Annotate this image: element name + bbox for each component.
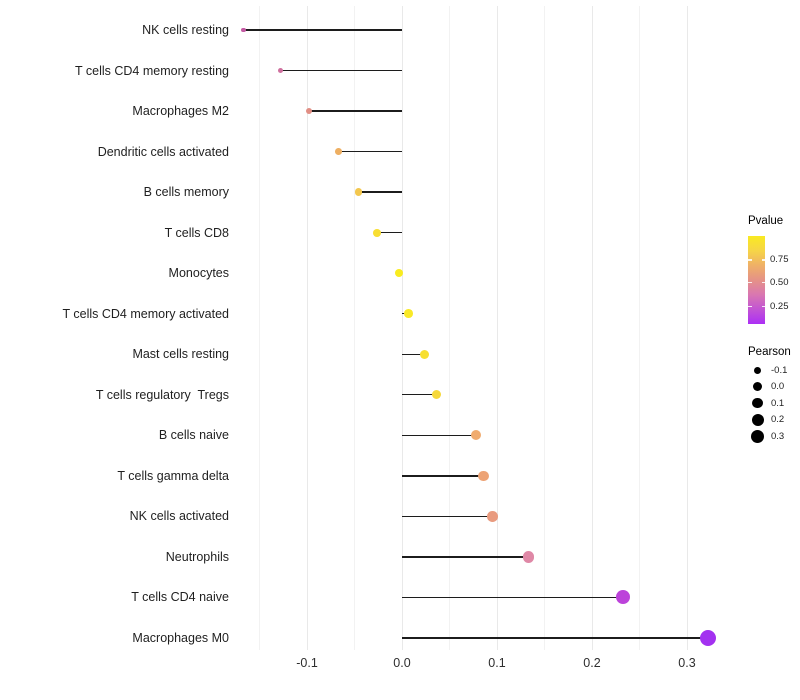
pearson-legend-dot <box>754 366 761 374</box>
minor-gridline <box>449 6 450 650</box>
lollipop-dot <box>431 390 441 400</box>
lollipop-dot <box>241 27 246 33</box>
pearson-legend-label: 0.0 <box>771 381 785 393</box>
lollipop-stick <box>377 231 402 234</box>
lollipop-stick <box>358 191 402 193</box>
lollipop-stick <box>280 69 402 72</box>
lollipop-stick <box>402 596 624 599</box>
pearson-legend-dot <box>753 382 762 392</box>
lollipop-stick <box>402 556 529 558</box>
lollipop-dot <box>334 148 342 155</box>
lollipop-dot <box>277 67 284 74</box>
y-axis-label: Macrophages M0 <box>132 630 229 645</box>
x-tick-label: 0.0 <box>393 656 411 670</box>
lollipop-stick <box>402 637 708 639</box>
lollipop-dot <box>354 188 362 196</box>
y-axis-label: B cells naive <box>158 428 229 443</box>
lollipop-dot <box>478 470 489 482</box>
minor-gridline <box>639 6 640 650</box>
major-gridline <box>591 6 593 650</box>
lollipop-dot <box>616 590 631 605</box>
pvalue-tick-label: 0.75 <box>770 254 789 266</box>
x-tick-label: -0.1 <box>296 656 318 670</box>
y-axis-label: T cells regulatory Tregs <box>95 387 229 402</box>
pvalue-tick-label: 0.25 <box>770 300 789 312</box>
pearson-legend-label: 0.1 <box>771 397 785 409</box>
minor-gridline <box>354 6 355 650</box>
pearson-legend-title: Pearson <box>748 346 791 358</box>
pvalue-gradient-tick <box>748 258 752 261</box>
y-axis-label: Macrophages M2 <box>132 104 229 119</box>
pearson-legend-dot <box>751 413 764 426</box>
major-gridline <box>496 6 498 650</box>
y-axis-label: T cells CD8 <box>164 225 229 240</box>
y-axis-label: Monocytes <box>168 266 229 281</box>
y-axis-label: Dendritic cells activated <box>97 144 229 159</box>
minor-gridline <box>259 6 260 650</box>
lollipop-stick <box>402 353 425 355</box>
lollipop-stick <box>402 515 493 518</box>
lollipop-dot <box>522 551 535 563</box>
lollipop-stick <box>338 150 402 153</box>
pearson-legend-dot <box>752 397 763 409</box>
lollipop-dot <box>394 269 404 278</box>
pearson-legend-label: -0.1 <box>771 364 788 376</box>
lollipop-stick <box>402 434 477 437</box>
major-gridline <box>686 6 688 650</box>
y-axis-label: T cells CD4 memory resting <box>75 63 229 78</box>
pvalue-tick-label: 0.50 <box>770 277 789 289</box>
lollipop-dot <box>373 228 382 237</box>
y-axis-label: Neutrophils <box>165 549 229 564</box>
lollipop-stick <box>243 29 402 31</box>
y-axis-label: T cells CD4 naive <box>131 590 229 605</box>
lollipop-dot <box>486 511 498 522</box>
lollipop-dot <box>305 108 312 115</box>
pvalue-gradient-tick <box>761 281 765 284</box>
lollipop-stick <box>308 110 402 112</box>
x-tick-label: 0.3 <box>678 656 696 670</box>
y-axis-label: NK cells activated <box>129 509 229 524</box>
y-axis-label: NK cells resting <box>142 23 229 37</box>
pvalue-gradient-tick <box>748 281 752 284</box>
major-gridline <box>401 6 403 650</box>
y-axis-label: T cells gamma delta <box>117 468 229 483</box>
lollipop-dot <box>404 309 413 318</box>
minor-gridline <box>544 6 545 650</box>
pvalue-gradient-tick <box>761 258 765 261</box>
pearson-legend-dot <box>750 429 765 444</box>
pvalue-gradient-tick <box>761 305 765 308</box>
major-gridline <box>306 6 308 650</box>
lollipop-stick <box>402 475 484 477</box>
pvalue-legend-title: Pvalue <box>748 215 784 227</box>
x-tick-label: 0.2 <box>583 656 601 670</box>
pearson-legend-label: 0.3 <box>771 430 785 442</box>
y-axis-label: Mast cells resting <box>132 347 229 362</box>
pvalue-gradient-tick <box>748 305 752 308</box>
pearson-legend-label: 0.2 <box>771 414 785 426</box>
lollipop-dot <box>699 629 716 647</box>
y-axis-label: T cells CD4 memory activated <box>62 306 230 321</box>
pvalue-gradient-bar <box>748 236 765 324</box>
lollipop-stick <box>402 394 437 396</box>
lollipop-dot <box>470 430 482 441</box>
y-axis-label: B cells memory <box>143 185 229 200</box>
x-tick-label: 0.1 <box>488 656 506 670</box>
lollipop-dot <box>420 349 430 359</box>
